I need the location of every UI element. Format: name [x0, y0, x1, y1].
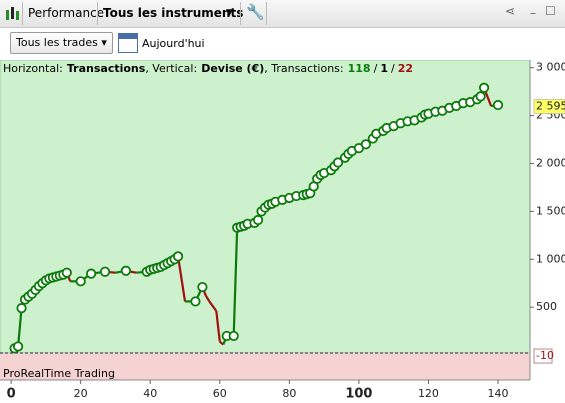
info-text: , Vertical: — [145, 62, 197, 75]
trade-point — [12, 341, 24, 352]
tab-performance[interactable]: Performance — [28, 6, 105, 20]
info-text: / — [391, 62, 395, 75]
y-tick-label: 1 000 — [536, 252, 565, 265]
trade-point — [197, 281, 208, 293]
value-marker-label: -10 — [536, 349, 554, 362]
x-tick-label: 100 — [345, 387, 372, 402]
footer: ProRealTime Trading — [3, 367, 115, 380]
trade-point — [75, 276, 86, 287]
lower-pane — [0, 353, 530, 380]
info-count: 118 — [348, 62, 371, 75]
x-tick-label: 60 — [213, 387, 227, 400]
trade-point — [475, 91, 486, 102]
x-tick-label: 120 — [418, 387, 439, 400]
info-text: Horizontal: — [3, 62, 63, 75]
y-tick-label: 2 000 — [536, 156, 565, 169]
trade-point — [332, 157, 344, 168]
chart-info: Horizontal: Transactions, Vertical: Devise… — [3, 62, 413, 75]
equity-segment — [232, 227, 239, 336]
info-text: Transactions — [67, 62, 146, 75]
share-icon[interactable]: ⋖ — [505, 4, 516, 18]
x-tick-label: 0 — [7, 387, 16, 402]
trade-point — [228, 330, 239, 342]
equity-segment — [215, 310, 221, 342]
info-count: 22 — [398, 62, 413, 75]
instrument-select[interactable]: Tous les instruments — [103, 6, 244, 20]
info-text: Devise (€) — [201, 62, 264, 75]
dropdown-arrow[interactable]: ▼ — [226, 8, 233, 18]
value-marker — [533, 348, 553, 364]
trade-point — [478, 82, 490, 93]
calendar-icon[interactable] — [118, 33, 138, 53]
x-tick-label: 20 — [74, 387, 88, 400]
y-tick-label: 3 000 — [536, 61, 565, 74]
equity-segment — [16, 308, 23, 347]
trade-filter[interactable]: Tous les trades ▾ — [10, 32, 113, 54]
equity-segment — [176, 256, 187, 302]
value-marker-label: 2 595, — [536, 99, 565, 112]
trade-point — [190, 296, 201, 307]
x-tick-label: 40 — [143, 387, 157, 400]
trade-point — [86, 268, 97, 279]
date-label[interactable]: Aujourd'hui — [142, 37, 205, 50]
maximize[interactable]: ☐ — [545, 4, 556, 18]
equity-segment — [208, 300, 218, 312]
info-text: / — [374, 62, 378, 75]
settings-icon[interactable]: 🔧 — [246, 3, 265, 21]
y-tick-label: 1 500 — [536, 204, 565, 217]
chart: Horizontal: Transactions, Vertical: Devise… — [0, 60, 565, 402]
minimize[interactable]: – — [530, 6, 536, 20]
trade-point — [252, 214, 264, 226]
trade-point — [492, 99, 504, 111]
trade-point — [61, 267, 72, 278]
trade-point — [172, 251, 184, 262]
x-tick-label: 80 — [282, 387, 296, 400]
y-tick-label: 500 — [536, 300, 557, 313]
filter-label[interactable]: Tous les trades — [16, 36, 98, 49]
equity-segment — [204, 295, 211, 303]
app-icon — [6, 7, 19, 20]
info-count: 1 — [380, 62, 388, 75]
trade-point — [120, 265, 131, 276]
x-tick-label: 140 — [488, 387, 509, 400]
trade-point — [360, 139, 371, 150]
value-marker — [533, 98, 565, 114]
trade-point — [99, 266, 111, 277]
trade-point — [16, 303, 27, 314]
info-text: , Transactions: — [264, 62, 343, 75]
toolbar: Performance Tous les instruments ▼ 🔧 ⋖ –… — [0, 0, 565, 28]
